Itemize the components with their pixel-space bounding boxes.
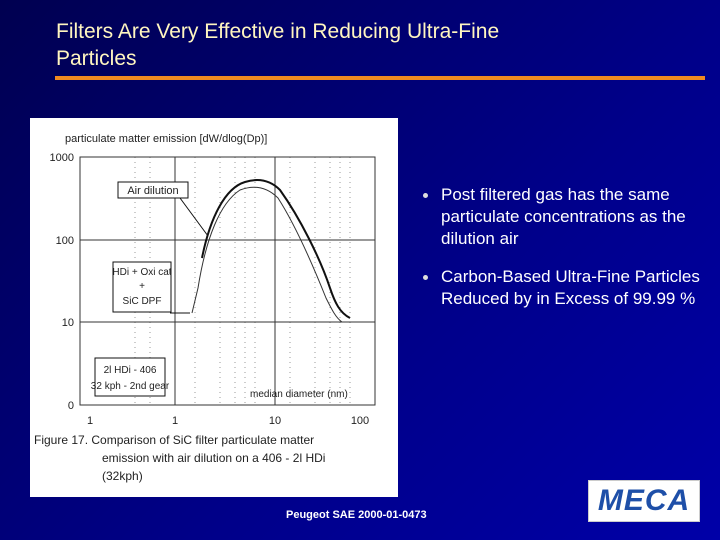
annotation-box bbox=[94, 357, 166, 397]
y-axis-label: particulate matter emission [dW/dlog(Dp)… bbox=[65, 133, 267, 145]
x-tick-label: 10 bbox=[269, 415, 281, 427]
caption: emission with air dilution on a 406 - 2l… bbox=[102, 451, 325, 465]
x-tick-label: 100 bbox=[351, 415, 369, 427]
x-tick-label: 1 bbox=[172, 415, 178, 427]
y-tick-label: 1000 bbox=[50, 152, 74, 164]
figure-background bbox=[30, 118, 398, 497]
caption: (32kph) bbox=[102, 469, 143, 483]
air-dilution-curve bbox=[201, 179, 351, 319]
title-line: Particles bbox=[56, 47, 137, 70]
annotation: 2l HDi - 406 bbox=[104, 365, 157, 376]
bullet: Post filtered gas has the same particula… bbox=[420, 184, 715, 250]
annotation: SiC DPF bbox=[123, 296, 162, 307]
annotation: 32 kph - 2nd gear bbox=[91, 381, 170, 392]
slide-title: Filters Are Very Effective in Reducing U… bbox=[56, 18, 499, 72]
logo: MECA bbox=[588, 480, 700, 522]
y-tick-label: 10 bbox=[62, 317, 74, 329]
x-axis-label: median diameter (nm) bbox=[250, 389, 348, 400]
bullet: Carbon-Based Ultra-Fine Particles Reduce… bbox=[420, 266, 715, 310]
title-rule bbox=[55, 76, 705, 80]
caption: Figure 17. Comparison of SiC filter part… bbox=[34, 433, 314, 447]
y-tick-label: 100 bbox=[56, 235, 74, 247]
annotation: + bbox=[139, 281, 145, 292]
x-tick-label: 1 bbox=[87, 415, 93, 427]
title-line: Filters Are Very Effective in Reducing U… bbox=[56, 20, 500, 43]
footer: Peugeot SAE 2000-01-0473 bbox=[286, 509, 427, 521]
y-tick-label: 0 bbox=[68, 400, 74, 412]
annotation: HDi + Oxi cat bbox=[112, 267, 171, 278]
annotation-box bbox=[112, 261, 172, 313]
filtered-curve bbox=[191, 186, 343, 323]
annotation-arrow bbox=[179, 197, 209, 237]
bullet-list: Post filtered gas has the same particula… bbox=[420, 184, 715, 326]
figure: particulate matter emission [dW/dlog(Dp)… bbox=[30, 118, 398, 497]
annotation-box bbox=[117, 181, 189, 199]
annotation: Air dilution bbox=[127, 185, 178, 197]
